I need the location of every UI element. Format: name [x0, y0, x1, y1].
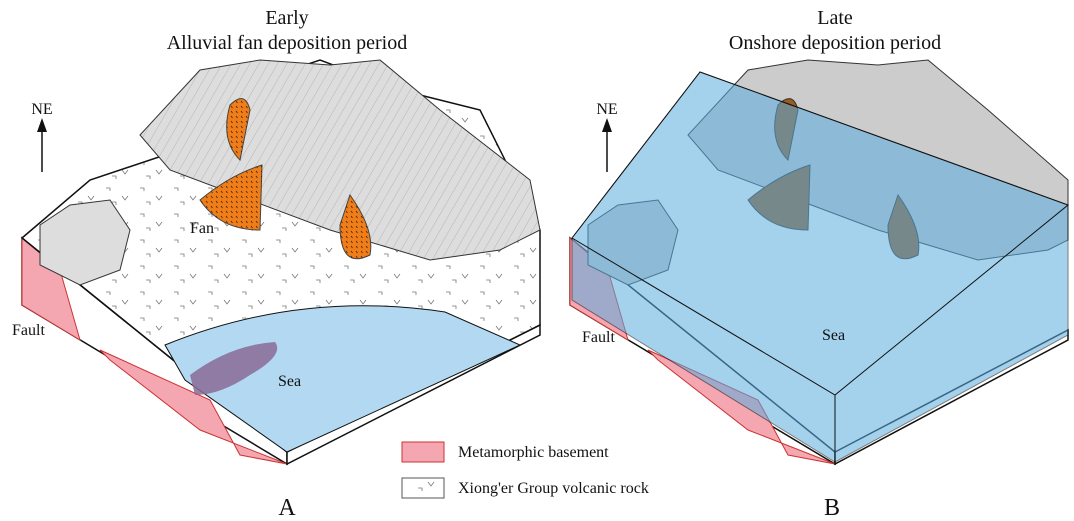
title: Late [817, 7, 853, 29]
label: Sea [822, 327, 845, 344]
block-a [20, 59, 541, 466]
label: Sea [278, 373, 301, 390]
north-label: NE [31, 101, 52, 118]
legend-label: Xiong'er Group volcanic rock [458, 480, 649, 497]
north-label: NE [596, 101, 617, 118]
label: Fault [12, 322, 45, 339]
north-arrow-b [602, 118, 612, 172]
block-b [569, 59, 1069, 466]
label: Fault [582, 329, 615, 346]
subtitle: Onshore deposition period [729, 32, 941, 54]
title: Early [265, 7, 308, 29]
north-arrow-a [37, 118, 47, 172]
panel-label: B [824, 495, 840, 521]
label: Fan [190, 220, 214, 237]
subtitle: Alluvial fan deposition period [167, 32, 408, 54]
legend-label: Metamorphic basement [458, 444, 609, 461]
legend-swatch [401, 441, 445, 463]
legend-swatch [401, 477, 445, 499]
panel-label: A [278, 495, 296, 521]
